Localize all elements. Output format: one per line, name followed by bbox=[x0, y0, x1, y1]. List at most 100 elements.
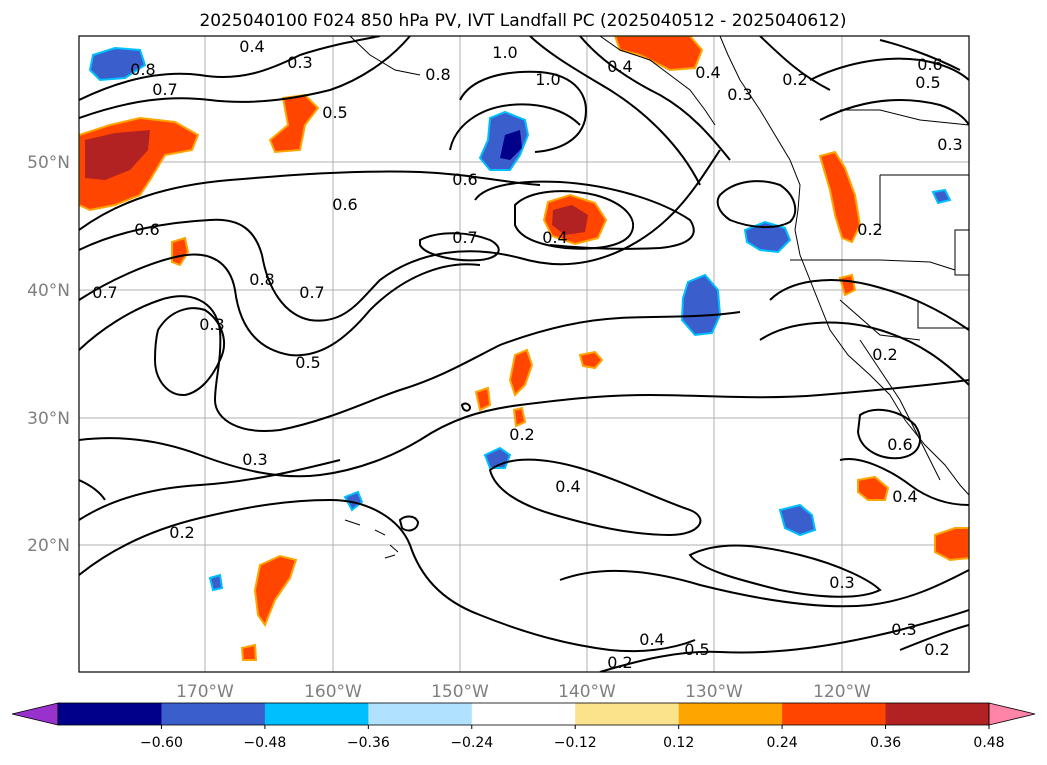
anomaly-positive-small-2 bbox=[508, 348, 534, 397]
contour-label: 0.2 bbox=[924, 640, 949, 659]
colorbar-segment bbox=[885, 703, 990, 725]
contour-label: 0.6 bbox=[452, 170, 477, 189]
anomaly-negative-small-4 bbox=[208, 573, 224, 592]
contour-label: 0.2 bbox=[607, 653, 632, 672]
contour-label: 0.3 bbox=[829, 573, 854, 592]
contour-label: 0.4 bbox=[892, 487, 917, 506]
contour-label: 0.3 bbox=[937, 135, 962, 154]
colorbar-segment bbox=[368, 703, 473, 725]
contour-label: 0.5 bbox=[915, 73, 940, 92]
contour-label: 1.0 bbox=[535, 70, 560, 89]
colorbar-segment bbox=[575, 703, 680, 725]
colorbar-tick-label: −0.60 bbox=[140, 735, 183, 751]
contour-label: 0.6 bbox=[134, 220, 159, 239]
contour-label: 0.2 bbox=[169, 523, 194, 542]
lat-label: 40°N bbox=[27, 281, 70, 301]
lon-label: 160°W bbox=[304, 682, 362, 702]
colorbar-tick-label: 0.24 bbox=[767, 735, 798, 751]
lat-label: 50°N bbox=[27, 153, 70, 173]
contour-label: 0.3 bbox=[727, 85, 752, 104]
contour-label: 0.6 bbox=[917, 55, 942, 74]
contour-label: 0.8 bbox=[130, 60, 155, 79]
anomaly-positive-oregon bbox=[818, 150, 862, 244]
anomaly-negative-offshore bbox=[680, 273, 722, 337]
colorbar-segment bbox=[161, 703, 266, 725]
contour-label: 0.3 bbox=[199, 315, 224, 334]
colorbar-segments bbox=[11, 702, 1036, 726]
colorbar-tick-label: −0.24 bbox=[450, 735, 493, 751]
figure-title: 2025040100 F024 850 hPa PV, IVT Landfall… bbox=[199, 11, 846, 31]
anomaly-positive-nw-core bbox=[85, 130, 150, 180]
anomaly-positive-mexico bbox=[934, 527, 969, 562]
contour-label: 0.5 bbox=[322, 103, 347, 122]
contour-label: 0.7 bbox=[299, 283, 324, 302]
contour-label: 0.3 bbox=[891, 620, 916, 639]
anomaly-positive-baja bbox=[857, 475, 890, 501]
lon-label: 120°W bbox=[813, 682, 871, 702]
anomaly-negative-small-3 bbox=[778, 503, 817, 537]
contour-label: 0.2 bbox=[782, 70, 807, 89]
contour-label: 0.4 bbox=[542, 228, 567, 247]
colorbar-extension-low bbox=[11, 702, 59, 726]
contour-label: 0.7 bbox=[152, 80, 177, 99]
colorbar-segment bbox=[58, 703, 162, 725]
contour-label: 0.2 bbox=[857, 220, 882, 239]
anomaly-negative-pacnw bbox=[743, 220, 792, 254]
anomaly-negative-small-5 bbox=[931, 188, 952, 205]
map-frame bbox=[78, 35, 970, 673]
colorbar-tick-label: −0.12 bbox=[554, 735, 597, 751]
anomaly-negative-nw bbox=[88, 46, 147, 82]
contour-label: 0.4 bbox=[639, 630, 664, 649]
anomaly-positive-small-5 bbox=[512, 406, 527, 428]
colorbar-frame bbox=[57, 702, 990, 726]
contour-label: 0.5 bbox=[295, 353, 320, 372]
map-panel: 0.8 0.7 0.4 0.3 0.5 1.0 0.8 1.0 0.4 0.3 … bbox=[27, 35, 970, 702]
longitude-labels: 170°W 160°W 150°W 140°W 130°W 120°W bbox=[176, 682, 871, 702]
anomaly-positive-gulf bbox=[268, 93, 320, 154]
contour-label: 1.0 bbox=[492, 43, 517, 62]
colorbar: −0.60 −0.48 −0.36 −0.24 −0.12 0.12 0.24 0.36 0.4… bbox=[11, 702, 1036, 751]
pv-contours bbox=[79, 36, 969, 672]
colorbar-tick-label: 0.12 bbox=[663, 735, 694, 751]
contour-label: 0.2 bbox=[872, 345, 897, 364]
colorbar-tick-label: 0.36 bbox=[870, 735, 901, 751]
colorbar-segment bbox=[264, 703, 369, 725]
colorbar-segment bbox=[678, 703, 783, 725]
colorbar-segment bbox=[471, 703, 576, 725]
contour-label: 0.7 bbox=[452, 228, 477, 247]
lat-label: 20°N bbox=[27, 536, 70, 556]
anomaly-negative-gulf-core bbox=[500, 130, 522, 160]
latitude-labels: 50°N 40°N 30°N 20°N bbox=[27, 153, 70, 556]
lat-label: 30°N bbox=[27, 409, 70, 429]
colorbar-tick-label: 0.48 bbox=[973, 735, 1004, 751]
coastlines bbox=[344, 36, 969, 559]
contour-label: 0.4 bbox=[607, 57, 632, 76]
anomaly-positive-hawaii-south bbox=[253, 554, 298, 628]
contour-labels: 0.8 0.7 0.4 0.3 0.5 1.0 0.8 1.0 0.4 0.3 … bbox=[92, 37, 962, 672]
contour-label: 0.8 bbox=[425, 65, 450, 84]
anomaly-negative-small-2 bbox=[343, 490, 364, 512]
contour-label: 0.7 bbox=[92, 283, 117, 302]
colorbar-segment bbox=[782, 703, 887, 725]
colorbar-tick-label: −0.36 bbox=[347, 735, 390, 751]
lon-label: 130°W bbox=[685, 682, 743, 702]
shaded-anomalies bbox=[79, 36, 969, 661]
contour-label: 0.4 bbox=[555, 477, 580, 496]
lon-label: 170°W bbox=[176, 682, 234, 702]
anomaly-positive-center-core bbox=[552, 205, 588, 235]
colorbar-tick-label: −0.48 bbox=[243, 735, 286, 751]
contour-label: 0.2 bbox=[509, 425, 534, 444]
contour-label: 0.6 bbox=[887, 435, 912, 454]
contour-label: 0.8 bbox=[249, 270, 274, 289]
lon-label: 140°W bbox=[558, 682, 616, 702]
contour-label: 0.5 bbox=[684, 640, 709, 659]
contour-label: 0.6 bbox=[332, 195, 357, 214]
lon-label: 150°W bbox=[431, 682, 489, 702]
contour-label: 0.4 bbox=[239, 37, 264, 56]
contour-label: 0.3 bbox=[242, 450, 267, 469]
anomaly-positive-small-6 bbox=[240, 643, 258, 661]
anomaly-positive-small-4 bbox=[474, 386, 492, 412]
colorbar-ticks: −0.60 −0.48 −0.36 −0.24 −0.12 0.12 0.24 0.36 0.4… bbox=[140, 725, 1005, 751]
colorbar-extension-high bbox=[988, 702, 1036, 726]
